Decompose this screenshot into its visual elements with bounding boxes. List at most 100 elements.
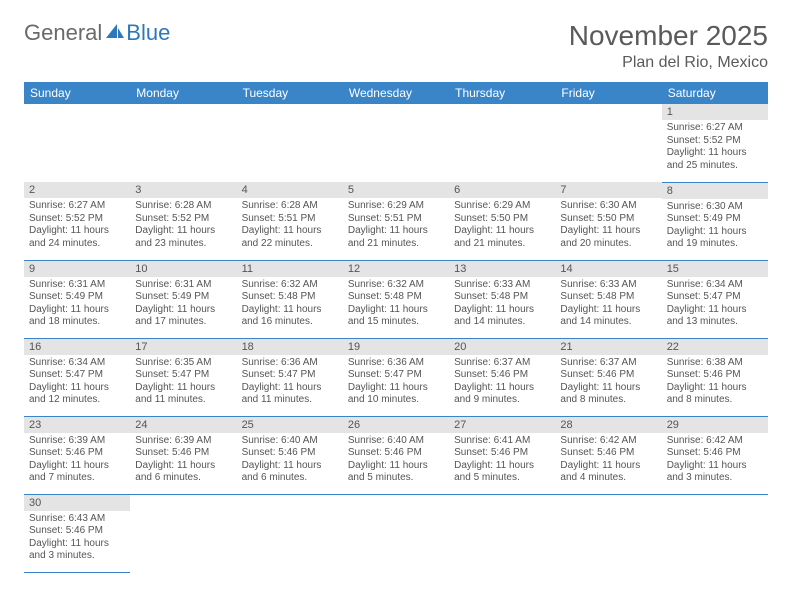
calendar-day-blank (343, 104, 449, 182)
day-number: 6 (449, 182, 555, 198)
day-number: 23 (24, 417, 130, 433)
day-sunset: Sunset: 5:46 PM (667, 369, 763, 382)
sail-icon (105, 22, 125, 40)
day-details: Sunrise: 6:32 AMSunset: 5:48 PMDaylight:… (237, 277, 343, 333)
day-sunset: Sunset: 5:50 PM (560, 213, 656, 226)
day-sunrise: Sunrise: 6:36 AM (348, 357, 444, 370)
day-number: 7 (555, 182, 661, 198)
weekday-header-row: SundayMondayTuesdayWednesdayThursdayFrid… (24, 82, 768, 104)
day-daylight: Daylight: 11 hours and 11 minutes. (135, 382, 231, 407)
day-sunrise: Sunrise: 6:32 AM (242, 279, 338, 292)
weekday-header: Wednesday (343, 82, 449, 104)
calendar-week: 30Sunrise: 6:43 AMSunset: 5:46 PMDayligh… (24, 494, 768, 572)
calendar-day: 22Sunrise: 6:38 AMSunset: 5:46 PMDayligh… (662, 338, 768, 416)
day-number: 13 (449, 261, 555, 277)
day-sunset: Sunset: 5:51 PM (348, 213, 444, 226)
day-sunset: Sunset: 5:46 PM (29, 447, 125, 460)
calendar-day: 10Sunrise: 6:31 AMSunset: 5:49 PMDayligh… (130, 260, 236, 338)
day-sunset: Sunset: 5:47 PM (242, 369, 338, 382)
day-details: Sunrise: 6:33 AMSunset: 5:48 PMDaylight:… (449, 277, 555, 333)
calendar-day-blank (662, 494, 768, 572)
day-daylight: Daylight: 11 hours and 15 minutes. (348, 304, 444, 329)
day-number: 22 (662, 339, 768, 355)
day-details: Sunrise: 6:32 AMSunset: 5:48 PMDaylight:… (343, 277, 449, 333)
day-details: Sunrise: 6:36 AMSunset: 5:47 PMDaylight:… (343, 355, 449, 411)
calendar-day: 14Sunrise: 6:33 AMSunset: 5:48 PMDayligh… (555, 260, 661, 338)
day-details: Sunrise: 6:43 AMSunset: 5:46 PMDaylight:… (24, 511, 130, 567)
day-number: 10 (130, 261, 236, 277)
calendar-day: 27Sunrise: 6:41 AMSunset: 5:46 PMDayligh… (449, 416, 555, 494)
day-details: Sunrise: 6:39 AMSunset: 5:46 PMDaylight:… (130, 433, 236, 489)
day-daylight: Daylight: 11 hours and 14 minutes. (560, 304, 656, 329)
day-number: 1 (662, 104, 768, 120)
day-number: 3 (130, 182, 236, 198)
day-details: Sunrise: 6:35 AMSunset: 5:47 PMDaylight:… (130, 355, 236, 411)
day-sunset: Sunset: 5:46 PM (454, 369, 550, 382)
day-sunrise: Sunrise: 6:37 AM (560, 357, 656, 370)
calendar-day: 1Sunrise: 6:27 AMSunset: 5:52 PMDaylight… (662, 104, 768, 182)
day-sunrise: Sunrise: 6:27 AM (667, 122, 763, 135)
day-number: 19 (343, 339, 449, 355)
day-details: Sunrise: 6:41 AMSunset: 5:46 PMDaylight:… (449, 433, 555, 489)
day-number: 28 (555, 417, 661, 433)
day-sunrise: Sunrise: 6:42 AM (560, 435, 656, 448)
calendar-day: 16Sunrise: 6:34 AMSunset: 5:47 PMDayligh… (24, 338, 130, 416)
calendar-day: 24Sunrise: 6:39 AMSunset: 5:46 PMDayligh… (130, 416, 236, 494)
day-number: 14 (555, 261, 661, 277)
calendar-day: 21Sunrise: 6:37 AMSunset: 5:46 PMDayligh… (555, 338, 661, 416)
day-daylight: Daylight: 11 hours and 23 minutes. (135, 225, 231, 250)
day-number: 27 (449, 417, 555, 433)
weekday-header: Monday (130, 82, 236, 104)
day-number: 21 (555, 339, 661, 355)
calendar-day-blank (555, 494, 661, 572)
day-sunrise: Sunrise: 6:32 AM (348, 279, 444, 292)
calendar-day: 30Sunrise: 6:43 AMSunset: 5:46 PMDayligh… (24, 494, 130, 572)
day-sunrise: Sunrise: 6:29 AM (348, 200, 444, 213)
calendar-day: 9Sunrise: 6:31 AMSunset: 5:49 PMDaylight… (24, 260, 130, 338)
day-details: Sunrise: 6:42 AMSunset: 5:46 PMDaylight:… (555, 433, 661, 489)
calendar-day: 12Sunrise: 6:32 AMSunset: 5:48 PMDayligh… (343, 260, 449, 338)
calendar-day: 20Sunrise: 6:37 AMSunset: 5:46 PMDayligh… (449, 338, 555, 416)
calendar-day-blank (24, 104, 130, 182)
day-number: 26 (343, 417, 449, 433)
day-sunset: Sunset: 5:48 PM (348, 291, 444, 304)
day-sunrise: Sunrise: 6:34 AM (29, 357, 125, 370)
day-details: Sunrise: 6:37 AMSunset: 5:46 PMDaylight:… (555, 355, 661, 411)
day-details: Sunrise: 6:39 AMSunset: 5:46 PMDaylight:… (24, 433, 130, 489)
calendar-day-blank (343, 494, 449, 572)
day-sunrise: Sunrise: 6:31 AM (135, 279, 231, 292)
day-number: 24 (130, 417, 236, 433)
title-block: November 2025 Plan del Rio, Mexico (569, 20, 768, 72)
calendar-week: 16Sunrise: 6:34 AMSunset: 5:47 PMDayligh… (24, 338, 768, 416)
weekday-header: Sunday (24, 82, 130, 104)
day-details: Sunrise: 6:28 AMSunset: 5:52 PMDaylight:… (130, 198, 236, 254)
location-subtitle: Plan del Rio, Mexico (569, 54, 768, 72)
day-daylight: Daylight: 11 hours and 16 minutes. (242, 304, 338, 329)
day-details: Sunrise: 6:28 AMSunset: 5:51 PMDaylight:… (237, 198, 343, 254)
calendar-day-blank (130, 494, 236, 572)
calendar-day: 11Sunrise: 6:32 AMSunset: 5:48 PMDayligh… (237, 260, 343, 338)
day-daylight: Daylight: 11 hours and 4 minutes. (560, 460, 656, 485)
calendar-table: SundayMondayTuesdayWednesdayThursdayFrid… (24, 82, 768, 573)
calendar-day: 19Sunrise: 6:36 AMSunset: 5:47 PMDayligh… (343, 338, 449, 416)
day-sunset: Sunset: 5:46 PM (29, 525, 125, 538)
day-number: 30 (24, 495, 130, 511)
day-sunrise: Sunrise: 6:37 AM (454, 357, 550, 370)
day-details: Sunrise: 6:33 AMSunset: 5:48 PMDaylight:… (555, 277, 661, 333)
day-sunrise: Sunrise: 6:41 AM (454, 435, 550, 448)
calendar-day: 29Sunrise: 6:42 AMSunset: 5:46 PMDayligh… (662, 416, 768, 494)
day-daylight: Daylight: 11 hours and 21 minutes. (454, 225, 550, 250)
day-number: 5 (343, 182, 449, 198)
day-number: 8 (662, 183, 768, 199)
calendar-day-blank (449, 104, 555, 182)
day-daylight: Daylight: 11 hours and 21 minutes. (348, 225, 444, 250)
day-number: 15 (662, 261, 768, 277)
day-details: Sunrise: 6:31 AMSunset: 5:49 PMDaylight:… (130, 277, 236, 333)
day-details: Sunrise: 6:31 AMSunset: 5:49 PMDaylight:… (24, 277, 130, 333)
day-daylight: Daylight: 11 hours and 18 minutes. (29, 304, 125, 329)
day-number: 12 (343, 261, 449, 277)
day-sunset: Sunset: 5:51 PM (242, 213, 338, 226)
calendar-day: 3Sunrise: 6:28 AMSunset: 5:52 PMDaylight… (130, 182, 236, 260)
day-daylight: Daylight: 11 hours and 8 minutes. (667, 382, 763, 407)
calendar-day: 5 Sunrise: 6:29 AMSunset: 5:51 PMDaylight… (343, 182, 449, 260)
